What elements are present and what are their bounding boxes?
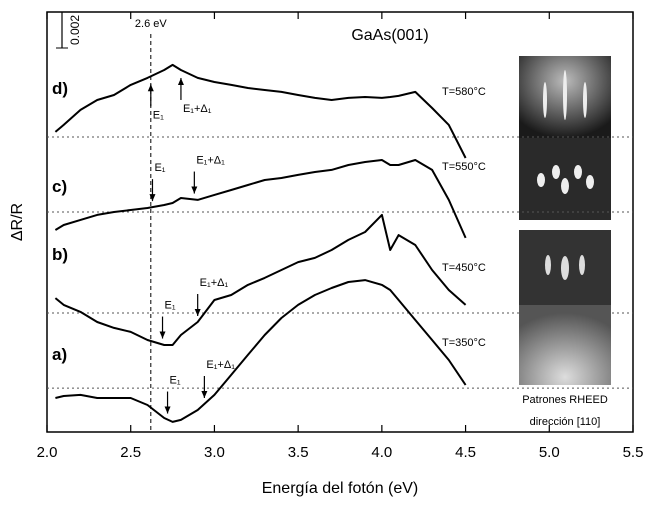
marker-label: E₁+Δ₁ bbox=[206, 359, 235, 371]
scale-bar-label: 0.002 bbox=[68, 15, 82, 45]
series-label: d) bbox=[52, 79, 68, 98]
chart-title: GaAs(001) bbox=[351, 27, 428, 44]
marker-arrowhead bbox=[147, 84, 154, 92]
x-tick-label: 2.5 bbox=[120, 444, 141, 461]
series-line bbox=[55, 279, 467, 423]
y-axis-label: ΔR/R bbox=[9, 203, 26, 241]
rheed-images bbox=[519, 56, 611, 385]
x-tick-label: 4.0 bbox=[371, 444, 392, 461]
marker-label: E₁+Δ₁ bbox=[196, 155, 225, 167]
marker-arrowhead bbox=[164, 406, 171, 414]
reference-label: 2.6 eV bbox=[135, 18, 167, 30]
x-tick-label: 2.0 bbox=[37, 444, 58, 461]
series-annotation: T=580°C bbox=[442, 86, 486, 98]
series-annotation: T=350°C bbox=[442, 337, 486, 349]
marker-label: E₁ bbox=[165, 300, 176, 312]
panel-caption: dirección [110] bbox=[530, 416, 601, 428]
marker-label: E₁+Δ₁ bbox=[183, 103, 212, 115]
series-annotation: T=450°C bbox=[442, 262, 486, 274]
marker-arrowhead bbox=[149, 194, 156, 202]
x-tick-label: 3.5 bbox=[288, 444, 309, 461]
series-label: a) bbox=[52, 345, 67, 364]
x-tick-label: 5.5 bbox=[623, 444, 644, 461]
x-axis-label: Energía del fotón (eV) bbox=[262, 480, 419, 497]
series-line bbox=[54, 159, 467, 239]
x-tick-label: 4.5 bbox=[455, 444, 476, 461]
marker-label: E₁ bbox=[154, 162, 165, 174]
panel-caption: Patrones RHEED bbox=[522, 394, 608, 406]
marker-arrowhead bbox=[177, 77, 184, 85]
marker-arrowhead bbox=[194, 309, 201, 317]
x-tick-label: 3.0 bbox=[204, 444, 225, 461]
series-line bbox=[54, 63, 467, 159]
series-line bbox=[54, 213, 467, 346]
marker-arrowhead bbox=[201, 390, 208, 398]
marker-label: E₁+Δ₁ bbox=[200, 277, 229, 289]
rheed-spots bbox=[537, 70, 594, 194]
marker-label: E₁ bbox=[170, 375, 181, 387]
rheed-image bbox=[519, 305, 611, 385]
plot-frame bbox=[46, 11, 634, 433]
series-annotation: T=550°C bbox=[442, 161, 486, 173]
marker-arrowhead bbox=[159, 331, 166, 339]
marker-label: E₁ bbox=[153, 109, 164, 121]
x-tick-label: 5.0 bbox=[539, 444, 560, 461]
marker-arrowhead bbox=[191, 186, 198, 194]
series-label: c) bbox=[52, 177, 67, 196]
series-label: b) bbox=[52, 245, 68, 264]
